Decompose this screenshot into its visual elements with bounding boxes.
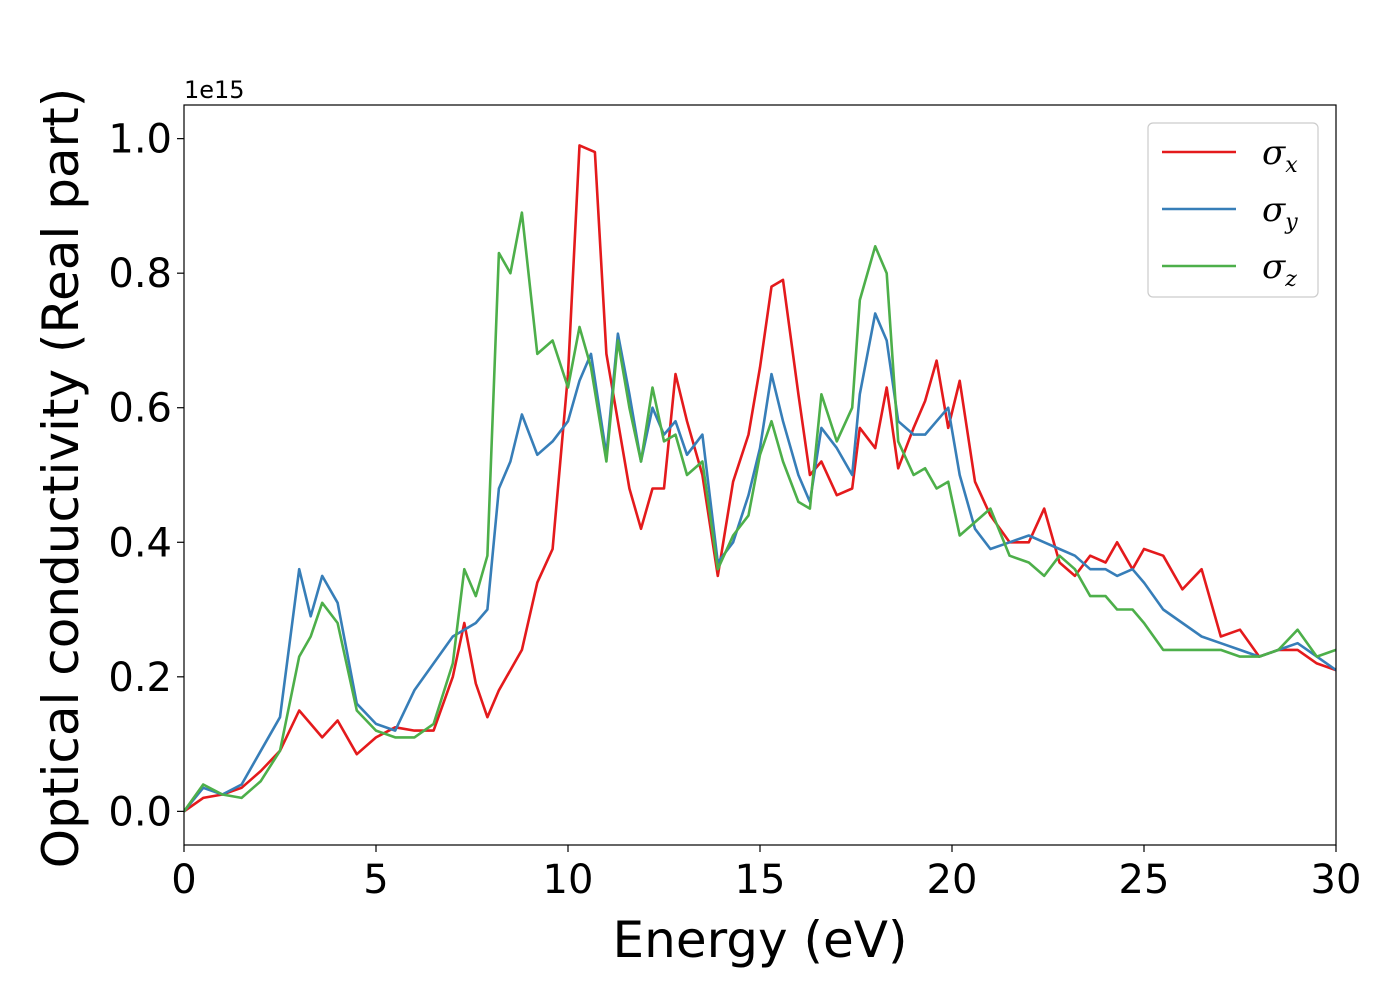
y-tick-label: 0.2	[108, 655, 172, 701]
series-line-z	[184, 211, 1336, 813]
x-tick-label: 20	[927, 857, 978, 903]
legend: σx σy σz	[1147, 122, 1319, 298]
x-tick-label: 0	[171, 857, 196, 903]
legend-label-x: σx	[1262, 133, 1298, 178]
y-tick-label: 0.0	[108, 789, 172, 835]
x-axis: 0 5 10 15 20 25 30	[171, 845, 1361, 903]
legend-label-z: σz	[1262, 247, 1297, 292]
y-tick-label: 0.8	[108, 251, 172, 297]
series-layer	[184, 144, 1336, 813]
x-tick-label: 15	[735, 857, 786, 903]
y-axis-title: Optical conductivity (Real part)	[32, 88, 90, 869]
y-tick-label: 0.6	[108, 386, 172, 432]
series-line-x	[184, 144, 1336, 813]
x-tick-label: 30	[1311, 857, 1362, 903]
y-tick-label: 1.0	[108, 117, 172, 163]
y-axis: 0.0 0.2 0.4 0.6 0.8 1.0	[108, 117, 184, 835]
x-tick-label: 25	[1119, 857, 1170, 903]
y-offset-label: 1e15	[184, 76, 245, 104]
x-tick-label: 5	[363, 857, 388, 903]
series-line-y	[184, 312, 1336, 813]
legend-label-y: σy	[1262, 190, 1298, 235]
y-tick-label: 0.4	[108, 520, 172, 566]
plot-background	[184, 105, 1336, 845]
x-tick-label: 10	[543, 857, 594, 903]
x-axis-title: Energy (eV)	[613, 911, 908, 969]
